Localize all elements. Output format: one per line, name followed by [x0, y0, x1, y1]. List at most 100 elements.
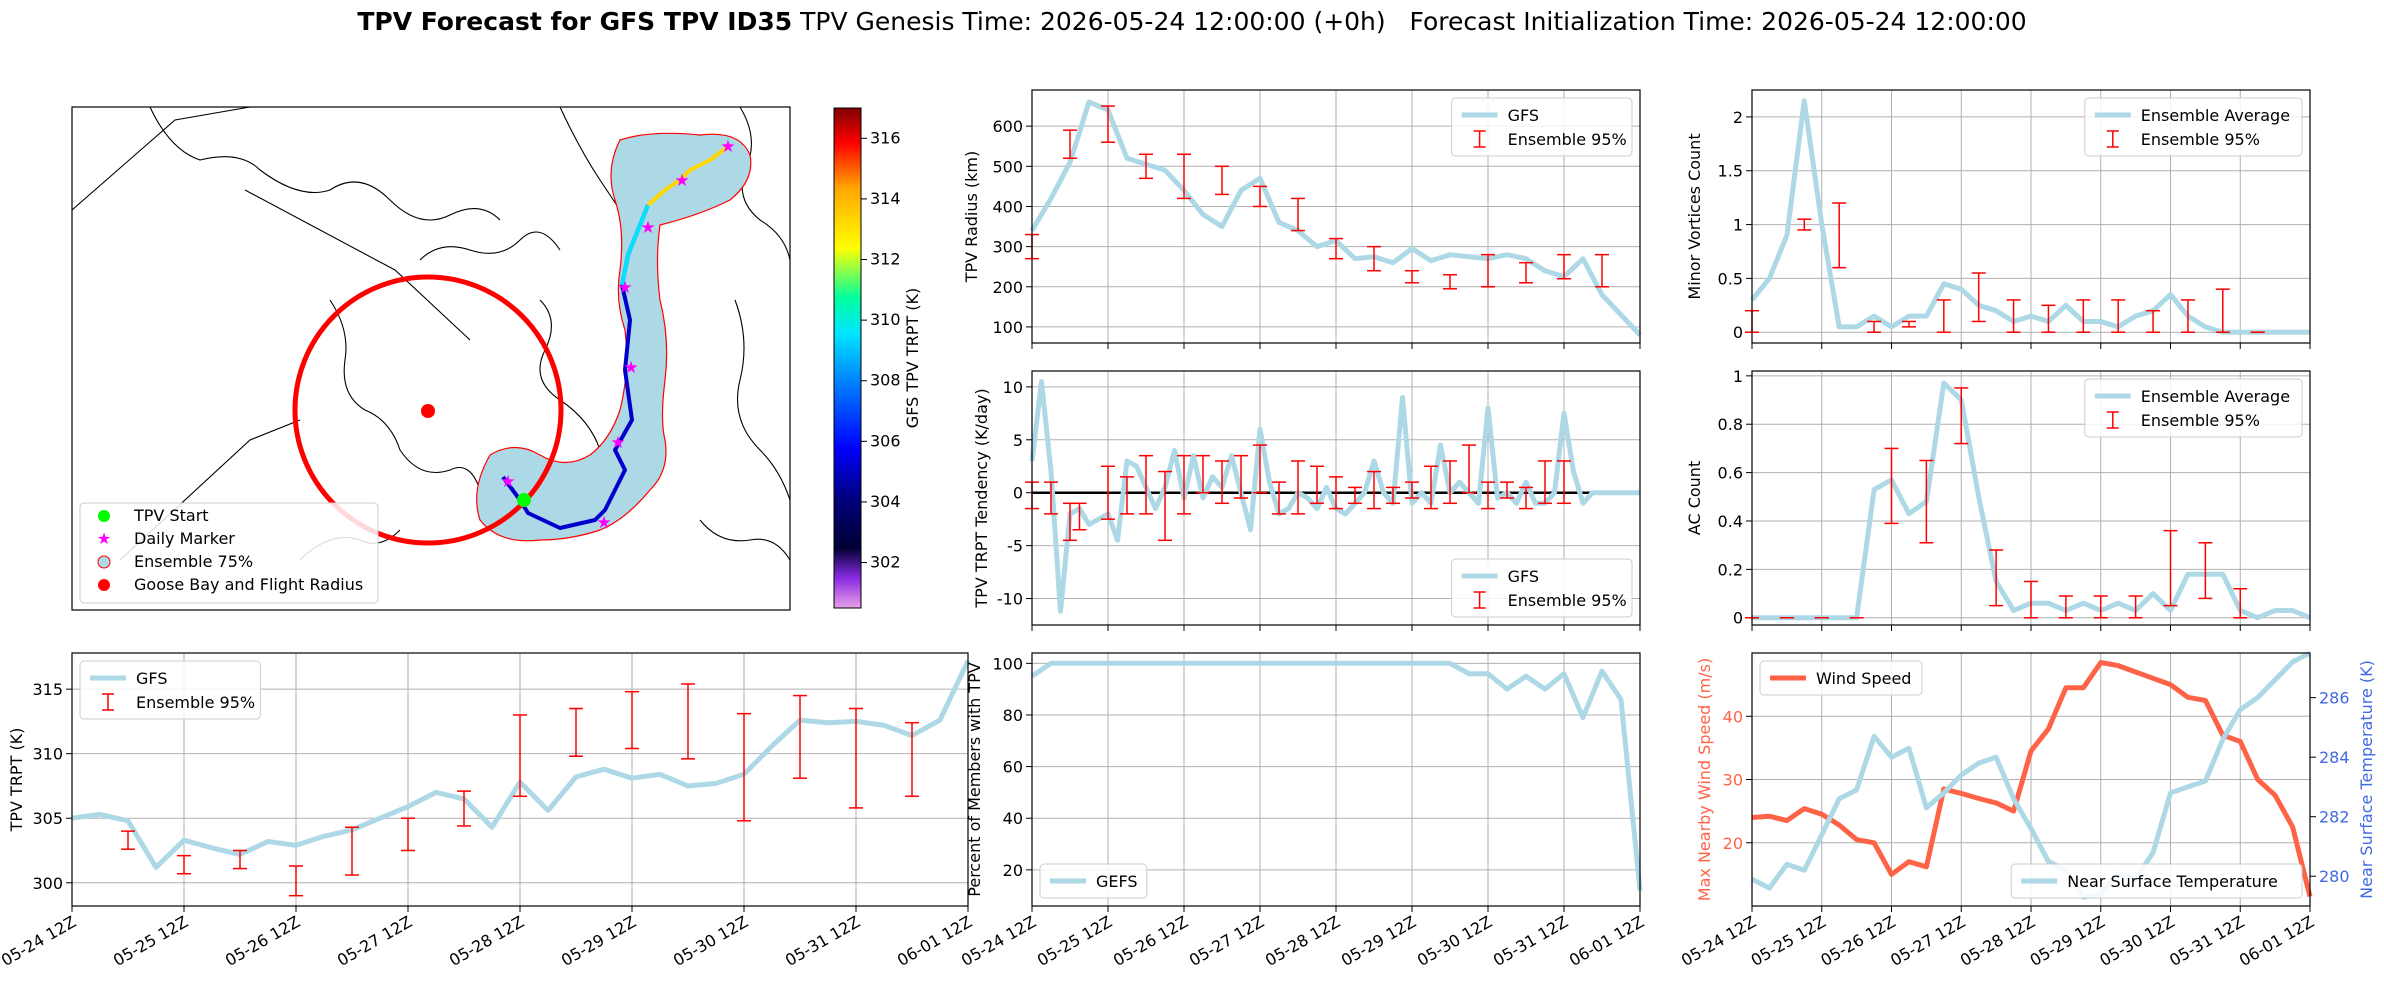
- title-rest: TPV Genesis Time: 2026-05-24 12:00:00 (+…: [799, 7, 2027, 36]
- x-tick-label: 06-01 12Z: [2236, 912, 2317, 970]
- y-tick-label: 400: [992, 197, 1023, 216]
- y-tick-label: 315: [32, 680, 63, 699]
- error-bar: [1936, 299, 1951, 333]
- error-bar: [2041, 304, 2056, 333]
- y-axis-label-left: Max Nearby Wind Speed (m/s): [1695, 658, 1714, 901]
- error-bar: [2146, 309, 2161, 333]
- y-tick-label-right: 284: [2319, 748, 2350, 767]
- y-axis-label: TPV TRPT (K): [7, 728, 26, 833]
- y-tick-label: 100: [992, 318, 1023, 337]
- error-bar: [1797, 218, 1812, 231]
- error-bar: [737, 712, 751, 822]
- y-tick-label: 10: [1003, 378, 1023, 397]
- legend: GFS Ensemble 95%: [1451, 558, 1633, 618]
- legend-label: Near Surface Temperature: [2067, 872, 2278, 891]
- error-bar: [1386, 486, 1400, 505]
- tpv-track-top: [646, 143, 732, 207]
- error-bar: [1481, 253, 1495, 288]
- error-bar: [2128, 595, 2143, 619]
- x-tick-label: 05-28 12Z: [1957, 912, 2038, 970]
- colorbar-tick-label: 306: [870, 431, 901, 450]
- map-boundary-line: [244, 189, 471, 341]
- x-tick-label: 05-31 12Z: [1490, 912, 1571, 970]
- legend: GFS Ensemble 95%: [1451, 97, 1633, 157]
- error-bar: [1177, 153, 1191, 200]
- y-tick-label: 305: [32, 809, 63, 828]
- x-tick-label: 05-29 12Z: [558, 912, 639, 970]
- y-tick-label: 100: [992, 654, 1023, 673]
- y-tick-label: 200: [992, 278, 1023, 297]
- error-bar: [401, 817, 415, 852]
- coastline: [734, 299, 790, 501]
- x-tick-label: 05-30 12Z: [670, 912, 751, 970]
- error-bar: [1215, 460, 1229, 505]
- chart-tendency: -10 -5 0 5 10 TPV TRPT Tendency (K/day) GFS Ens…: [972, 370, 1641, 631]
- error-bar: [1538, 460, 1552, 505]
- y-axis-label: TPV Radius (km): [962, 151, 981, 284]
- series-line-ensemble-average: [1750, 98, 2310, 335]
- legend: Ensemble Average Ensemble 95%: [2084, 378, 2303, 438]
- error-bar: [569, 707, 583, 758]
- y-tick-label: 2: [1733, 108, 1743, 127]
- error-bar: [1139, 153, 1153, 180]
- legend: Wind Speed: [1759, 660, 1923, 696]
- error-bar: [2093, 595, 2108, 619]
- chart-trpt: 05-24 12Z 05-25 12Z 05-26 12Z 05-27 12Z 05-2…: [0, 652, 975, 970]
- chart-minor: 0 0.5 1 1.5 2 Minor Vortices Count Ensemble Av…: [1685, 89, 2311, 349]
- tpv-track-upper: [620, 204, 650, 286]
- error-bar: [625, 690, 639, 750]
- daily-markers: ★ ★ ★ ★ ★ ★ ★ ★: [500, 137, 735, 533]
- series-line-gefs: [1030, 660, 1643, 891]
- y-tick-label: 0.2: [1718, 560, 1743, 579]
- x-tick-label: 05-29 12Z: [2027, 912, 2108, 970]
- x-tick-label: 05-31 12Z: [2166, 912, 2247, 970]
- y-tick-label: 0.5: [1718, 269, 1743, 288]
- y-tick-label: 1: [1733, 216, 1743, 235]
- error-bar: [2233, 587, 2248, 619]
- error-bar: [121, 830, 135, 850]
- error-bar: [233, 849, 247, 870]
- error-bar: [2198, 542, 2213, 600]
- error-bar: [1348, 486, 1362, 505]
- error-bar: [1901, 320, 1916, 328]
- x-tick-label: 05-25 12Z: [1034, 912, 1115, 970]
- error-bar: [2076, 299, 2091, 333]
- error-bar: [1500, 481, 1514, 499]
- error-bar: [1867, 320, 1882, 333]
- error-bar: [1443, 273, 1457, 290]
- daily-marker: ★: [617, 278, 632, 298]
- error-bar: [1120, 476, 1134, 515]
- error-bar: [1101, 465, 1115, 520]
- error-bar: [1443, 460, 1457, 505]
- error-bar: [1919, 459, 1934, 544]
- legend-label: GFS: [136, 669, 167, 688]
- colorbar-tick-label: 316: [870, 128, 901, 147]
- error-bar: [1291, 460, 1305, 515]
- y-tick-label: 80: [1003, 706, 1023, 725]
- daily-marker: ★: [674, 171, 689, 191]
- daily-marker: ★: [640, 218, 655, 238]
- y-tick-label: 310: [32, 745, 63, 764]
- x-tick-label: 05-26 12Z: [1110, 912, 1191, 970]
- daily-marker: ★: [596, 513, 611, 533]
- map-boundary-line: [72, 107, 251, 211]
- error-bar: [1215, 165, 1229, 196]
- error-bar: [1595, 253, 1609, 288]
- error-bar: [1519, 486, 1533, 510]
- y-tick-label: -5: [1007, 537, 1023, 556]
- map-legend-label: Ensemble 75%: [134, 552, 253, 571]
- error-bar: [793, 694, 807, 779]
- error-bar: [1291, 197, 1305, 232]
- error-bar: [1954, 387, 1969, 445]
- y-tick-label: 1: [1733, 367, 1743, 386]
- error-bar: [513, 714, 527, 798]
- y-tick-label: 40: [1723, 707, 1743, 726]
- error-bar: [2006, 299, 2021, 333]
- y-tick-label: 1.5: [1718, 162, 1743, 181]
- legend-label: GEFS: [1096, 872, 1138, 891]
- x-tick-label: 05-28 12Z: [1262, 912, 1343, 970]
